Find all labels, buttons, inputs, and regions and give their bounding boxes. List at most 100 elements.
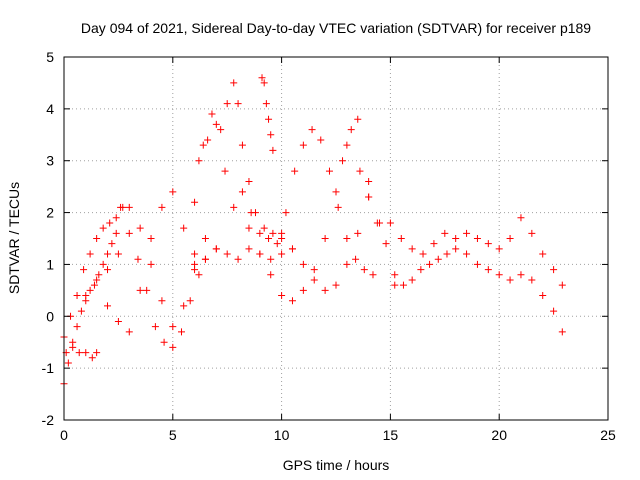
series-post-peak [339,126,399,289]
data-point [208,110,216,118]
data-point [147,235,155,242]
series-rising-1 [60,203,127,341]
data-point [352,255,360,263]
data-point [288,297,296,305]
data-point [354,229,362,237]
marks-layer [60,74,566,388]
data-point [230,79,238,87]
data-point [517,214,525,222]
data-point [321,235,329,242]
data-point [441,229,449,237]
y-axis-label: SDTVAR / TECUs [6,182,22,294]
data-point [114,250,122,258]
data-point [473,235,481,242]
data-point [282,209,290,217]
grid-layer [64,57,608,420]
data-point [463,229,471,237]
data-point [506,235,514,242]
series-peak-1 [191,79,286,242]
data-point [265,235,273,242]
data-point [90,281,98,289]
data-point [495,271,503,279]
data-point [136,224,144,232]
data-point [223,250,231,258]
data-point [317,136,325,144]
data-point [339,157,347,165]
data-point [332,281,340,289]
data-point [397,235,405,242]
x-axis-label: GPS time / hours [283,457,390,473]
data-point [260,224,268,232]
data-point [269,146,277,154]
data-point [408,245,416,253]
data-point [417,266,425,274]
data-point [347,126,355,134]
data-point [180,224,188,232]
data-point [151,323,159,331]
series-peak-2 [195,120,281,248]
data-point [195,271,203,279]
data-point [199,141,207,149]
data-point [332,188,340,196]
data-point [86,250,94,258]
chart-title: Day 094 of 2021, Sidereal Day-to-day VTE… [81,20,591,36]
data-point [495,245,503,253]
x-tick-label: 25 [600,427,616,443]
data-point [247,209,255,217]
data-point [321,286,329,294]
data-point [262,100,270,108]
data-point [354,115,362,123]
data-point [258,74,266,82]
x-tick-label: 10 [274,427,290,443]
data-point [528,276,536,284]
data-point [310,266,318,274]
data-point [269,229,277,237]
data-point [117,203,125,211]
data-point [256,250,264,258]
data-point [143,286,151,294]
data-point [256,229,264,237]
data-point [77,307,85,315]
y-tick-label: 3 [46,153,54,169]
series-tail-lower [391,245,566,336]
data-point [86,286,94,294]
x-tick-label: 5 [169,427,177,443]
data-point [391,271,399,279]
data-point [550,307,558,315]
data-point [360,266,368,274]
data-point [267,131,275,139]
data-point [191,198,199,206]
data-point [223,100,231,108]
data-point [104,266,112,274]
data-point [134,255,142,263]
data-point [73,323,81,331]
data-point [186,297,194,305]
data-point [343,260,351,268]
data-point [178,328,186,336]
data-point [260,79,268,87]
data-point [452,245,460,253]
data-point [99,224,107,232]
data-point [212,120,220,128]
data-point [558,281,566,289]
data-point [334,203,342,211]
data-point [82,349,90,357]
data-point [365,193,373,201]
series-peak-isolated [258,74,277,154]
data-point [443,250,451,258]
data-point [212,245,220,253]
data-point [99,260,107,268]
data-point [434,255,442,263]
data-point [484,266,492,274]
series-wave-a [82,229,203,351]
data-point [158,203,166,211]
data-point [106,219,114,227]
data-point [408,276,416,284]
data-point [88,354,96,362]
data-point [180,302,188,310]
data-point [291,167,299,175]
y-tick-label: 4 [46,101,54,117]
data-point [234,100,242,108]
data-point [273,240,281,248]
series-hump-c [117,203,209,331]
